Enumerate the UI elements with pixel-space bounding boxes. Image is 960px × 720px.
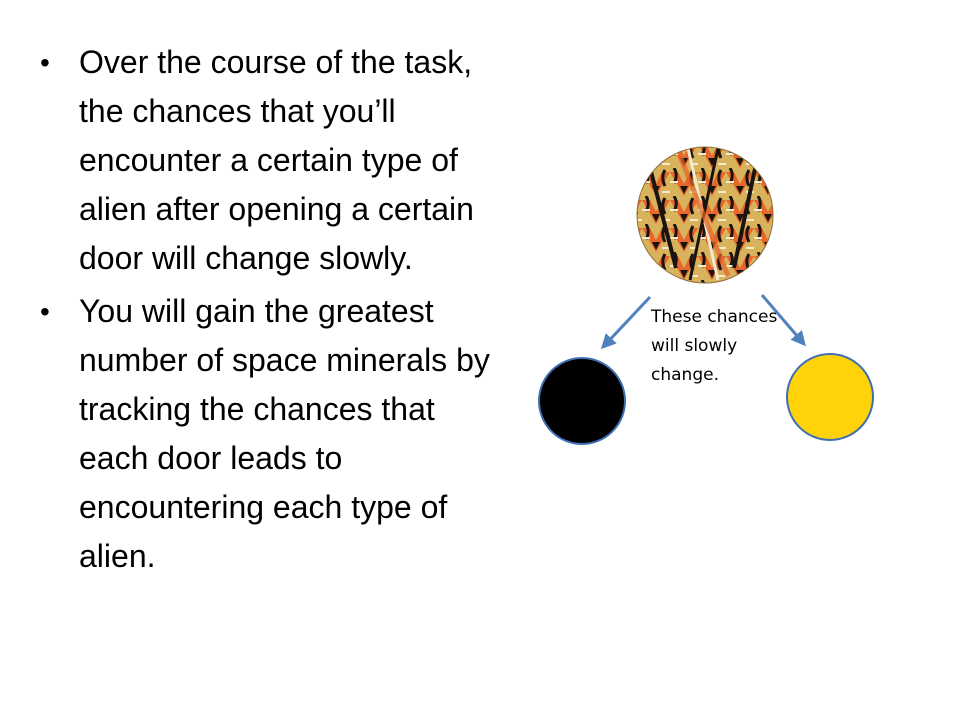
bullet-marker: • bbox=[40, 296, 50, 327]
right-transition-arrow bbox=[760, 294, 806, 347]
bullet-text-2: You will gain the greatest number of spa… bbox=[79, 293, 490, 574]
bullet-marker: • bbox=[40, 47, 50, 78]
left-transition-arrow bbox=[600, 295, 652, 350]
bullet-item-2: • You will gain the greatest number of s… bbox=[40, 287, 500, 581]
diagram-caption: These chances will slowly change. bbox=[651, 307, 778, 385]
bullet-text-1: Over the course of the task, the chances… bbox=[79, 44, 474, 276]
black-alien-icon bbox=[538, 357, 626, 445]
bullet-list: • Over the course of the task, the chanc… bbox=[40, 38, 500, 585]
alien-transition-diagram bbox=[538, 146, 874, 445]
bullet-item-1: • Over the course of the task, the chanc… bbox=[40, 38, 500, 283]
patterned-door-icon bbox=[636, 146, 774, 284]
yellow-alien-icon bbox=[786, 353, 874, 441]
